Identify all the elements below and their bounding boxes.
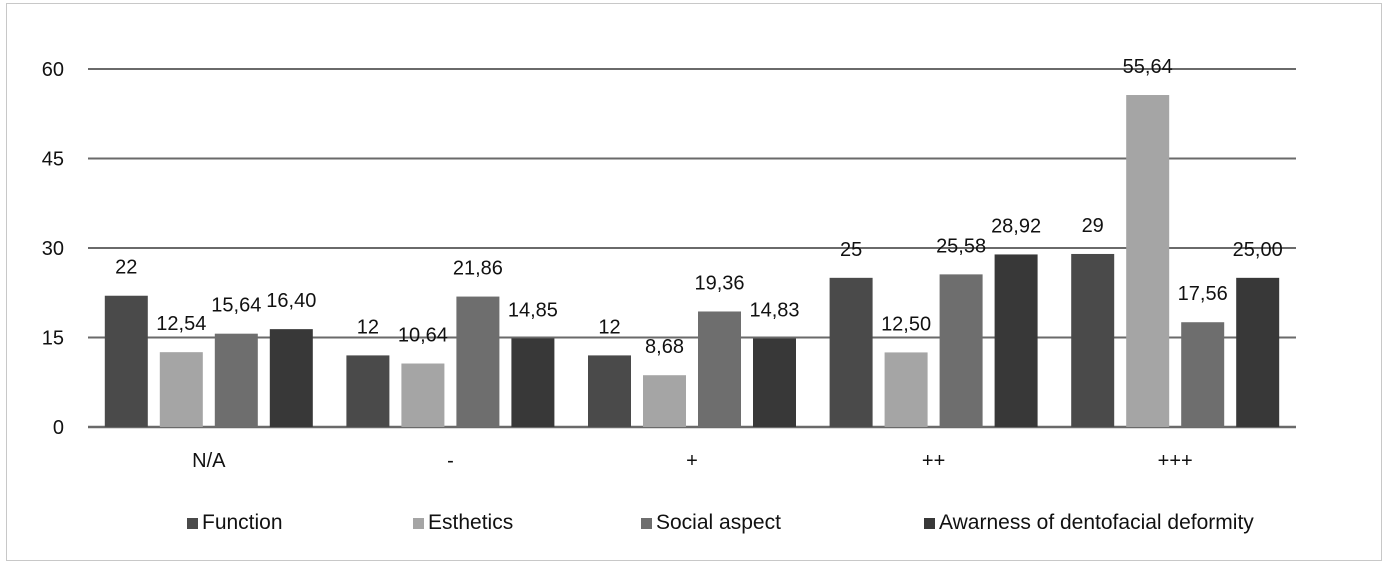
data-label: 29: [1082, 215, 1104, 237]
data-label: 28,92: [991, 215, 1041, 237]
legend-item: Social aspect: [641, 511, 781, 535]
legend-label: Function: [202, 511, 283, 534]
bar: [1126, 95, 1170, 428]
legend-swatch: [413, 517, 424, 529]
bar: [939, 274, 983, 427]
y-axis-ticks: 0 15 30 45 60: [42, 59, 64, 439]
legend-swatch: [924, 517, 935, 529]
bar: [698, 311, 741, 427]
data-label: 10,64: [398, 325, 448, 347]
data-label: 19,36: [694, 272, 744, 294]
data-label: 17,56: [1178, 283, 1228, 305]
bar: [269, 329, 313, 427]
bar: [753, 338, 796, 427]
data-label: 8,68: [645, 336, 684, 358]
bar: [456, 296, 500, 427]
data-label: 12: [598, 316, 620, 338]
data-label: 16,40: [266, 290, 316, 312]
y-tick-label: 30: [42, 238, 64, 260]
bar: [1236, 277, 1280, 427]
legend-item: Function: [187, 511, 283, 535]
data-label: 12: [357, 316, 379, 338]
y-tick-label: 60: [42, 59, 64, 81]
bar: [643, 375, 686, 427]
y-tick-label: 45: [42, 149, 64, 171]
gridlines: [88, 68, 1296, 429]
bar: [511, 338, 555, 427]
bar: [346, 355, 390, 427]
bar: [829, 277, 873, 427]
data-label: 12,54: [156, 313, 206, 335]
data-label: 25,58: [936, 235, 986, 257]
bar: [159, 352, 203, 427]
data-label: 14,85: [508, 299, 558, 321]
data-label: 25,00: [1233, 239, 1283, 261]
data-label: 15,64: [211, 295, 261, 317]
legend: Function Esthetics Social aspect Awarness o…: [0, 508, 1386, 538]
bar: [1181, 322, 1225, 427]
legend-item: Esthetics: [413, 511, 513, 535]
y-tick-label: 0: [53, 417, 64, 439]
data-label: 14,83: [749, 300, 799, 322]
bar: [401, 363, 445, 427]
x-category-label: N/A: [192, 450, 226, 472]
legend-label: Social aspect: [656, 511, 781, 534]
data-label: 25: [840, 239, 862, 261]
legend-swatch: [187, 517, 198, 529]
data-label: 55,64: [1123, 56, 1173, 78]
legend-label: Esthetics: [428, 511, 514, 534]
data-label: 21,86: [453, 258, 503, 280]
x-category-label: +++: [1158, 450, 1193, 472]
y-tick-label: 15: [42, 328, 64, 350]
data-label: 12,50: [881, 313, 931, 335]
bar: [994, 254, 1038, 427]
x-category-label: -: [447, 450, 454, 472]
x-category-label: +: [686, 450, 698, 472]
data-label: 22: [115, 257, 137, 279]
bar: [588, 355, 631, 427]
bars: [104, 95, 1280, 428]
bar: [214, 333, 258, 427]
legend-label: Awarness of dentofacial deformity: [939, 511, 1254, 534]
bar: [1071, 253, 1115, 427]
bar: [884, 352, 928, 427]
x-axis-categories: N/A - + ++ +++: [192, 450, 1193, 472]
legend-swatch: [641, 517, 652, 529]
bar: [104, 295, 148, 427]
x-category-label: ++: [922, 450, 945, 472]
legend-item: Awarness of dentofacial deformity: [924, 511, 1254, 535]
